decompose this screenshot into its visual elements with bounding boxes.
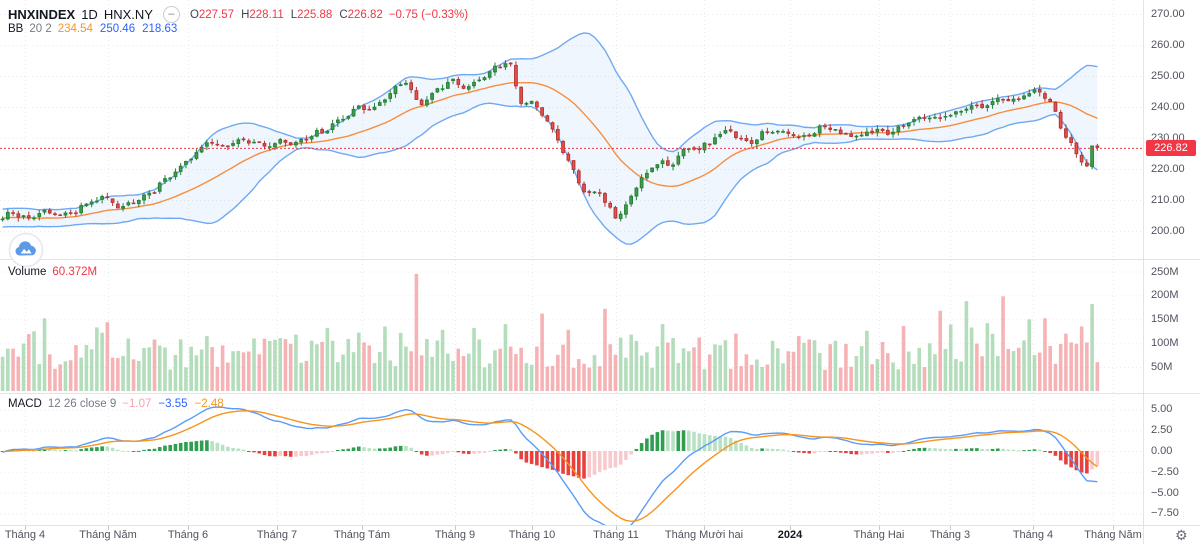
time-axis-label: Tháng Năm <box>1084 529 1142 541</box>
current-price-badge: 226.82 <box>1146 139 1196 156</box>
collapse-legend-icon[interactable]: – <box>162 6 180 23</box>
indicator-value: 234.54 <box>57 23 93 35</box>
axis-tick-label: 0.00 <box>1151 445 1173 457</box>
ohlc-values: O227.57 H228.11 L225.88 C226.82 <box>190 9 383 21</box>
macd-title: MACD <box>8 398 42 410</box>
axis-tick-label: 260.00 <box>1151 39 1185 51</box>
time-axis-settings-gear-icon[interactable]: ⚙ <box>1175 527 1188 543</box>
indicator-value: −3.55 <box>158 398 188 410</box>
volume-value: 60.372M <box>52 266 98 278</box>
time-axis-label: Tháng 4 <box>4 529 46 541</box>
axis-tick-label: 240.00 <box>1151 101 1185 113</box>
axis-tick-label: −7.50 <box>1151 507 1179 520</box>
axis-tick-label: −5.00 <box>1151 486 1179 499</box>
time-axis-label: Tháng Năm <box>79 529 137 541</box>
time-axis-label: 2024 <box>777 529 803 541</box>
axis-tick-label: 250M <box>1151 265 1179 278</box>
ohlc-o: O227.57 <box>189 8 235 21</box>
axis-tick-label: 5.00 <box>1151 403 1173 416</box>
volume-title: Volume <box>8 266 47 278</box>
indicator-value: −2.48 <box>194 398 224 410</box>
change-value: −0.75 (−0.33%) <box>388 8 469 21</box>
ohlc-c: C226.82 <box>339 8 383 21</box>
time-axis-label: Tháng 3 <box>929 529 971 541</box>
time-axis-label: Tháng Mười hai <box>664 529 744 541</box>
axis-tick-label: 200M <box>1151 289 1179 302</box>
indicator-value: 250.46 <box>99 23 136 35</box>
ohlc-l: L225.88 <box>290 8 333 21</box>
bb-legend[interactable]: BB 20 2 234.54 250.46 218.63 <box>8 23 177 35</box>
axis-tick-label: 100M <box>1151 337 1179 350</box>
interval-selector[interactable]: 1D <box>81 7 98 22</box>
time-axis-label: Tháng 10 <box>508 529 556 541</box>
macd-legend[interactable]: MACD 12 26 close 9 −1.07 −3.55 −2.48 <box>8 398 224 410</box>
indicator-value: −1.07 <box>122 398 152 410</box>
time-axis-label: Tháng 6 <box>167 529 209 541</box>
axis-tick-label: 150M <box>1151 313 1179 326</box>
time-axis-label: Tháng 7 <box>256 529 298 541</box>
axis-tick-label: 270.00 <box>1151 8 1185 20</box>
bb-title: BB <box>8 23 24 35</box>
bb-params: 20 2 <box>29 23 52 35</box>
macd-params: 12 26 close 9 <box>47 398 117 410</box>
ohlc-h: H228.11 <box>241 8 284 21</box>
axis-tick-label: 200.00 <box>1151 225 1185 237</box>
bb-values: 234.54 250.46 218.63 <box>58 23 178 35</box>
axis-tick-label: 2.50 <box>1151 424 1173 437</box>
axis-tick-label: 210.00 <box>1151 194 1185 206</box>
axis-tick-label: 220.00 <box>1151 163 1185 175</box>
volume-legend[interactable]: Volume 60.372M <box>8 266 97 278</box>
time-axis-label: Tháng 9 <box>434 529 476 541</box>
indicator-value: 218.63 <box>142 23 178 35</box>
axis-tick-label: −2.50 <box>1151 465 1179 478</box>
macd-values: −1.07 −3.55 −2.48 <box>122 398 223 410</box>
axis-tick-label: 50M <box>1151 361 1173 374</box>
symbol-name[interactable]: HNXINDEX <box>8 7 76 22</box>
time-axis-label: Tháng 4 <box>1012 529 1054 541</box>
time-axis-label: Tháng 11 <box>593 529 639 541</box>
broker-logo-cloud-icon <box>8 232 44 268</box>
symbol-legend: HNXINDEX 1D HNX.NY – O227.57 H228.11 L225.… <box>8 6 468 23</box>
time-axis-label: Tháng Hai <box>853 529 905 541</box>
axis-tick-label: 250.00 <box>1151 70 1185 82</box>
exchange-name[interactable]: HNX.NY <box>103 7 153 22</box>
time-axis-label: Tháng Tám <box>333 529 391 541</box>
